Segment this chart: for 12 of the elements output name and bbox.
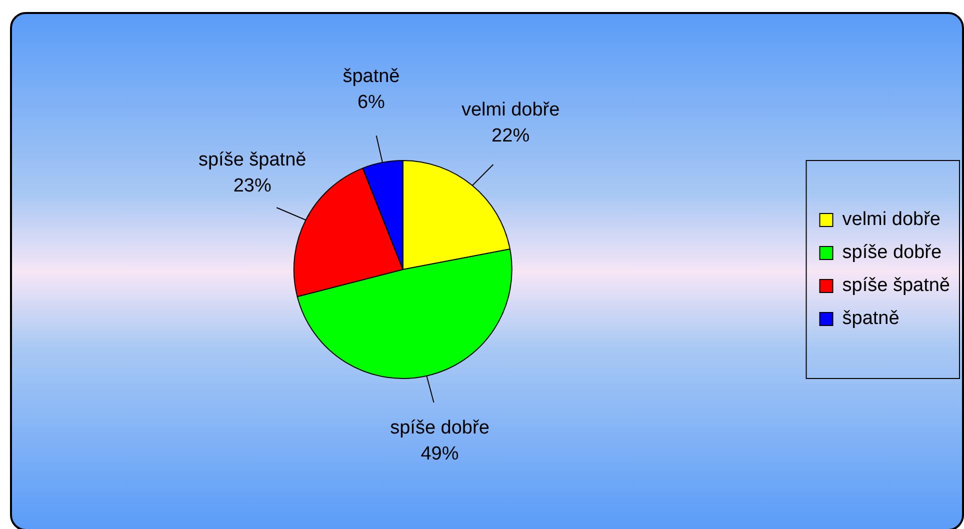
data-label: 49% — [420, 444, 459, 465]
data-label: 23% — [233, 176, 272, 197]
slice-label: špatně — [342, 66, 400, 88]
legend-label: spíše dobře — [842, 242, 942, 264]
legend-label: velmi dobře — [842, 209, 940, 230]
slice-label: velmi dobře — [461, 100, 560, 121]
data-label: 6% — [357, 92, 386, 114]
data-label: 22% — [492, 126, 530, 147]
slice-label: spíše špatně — [198, 150, 306, 171]
legend-label: spíše špatně — [842, 275, 950, 296]
legend-label: špatně — [842, 308, 900, 330]
slice-label: spíše dobře — [390, 418, 490, 439]
